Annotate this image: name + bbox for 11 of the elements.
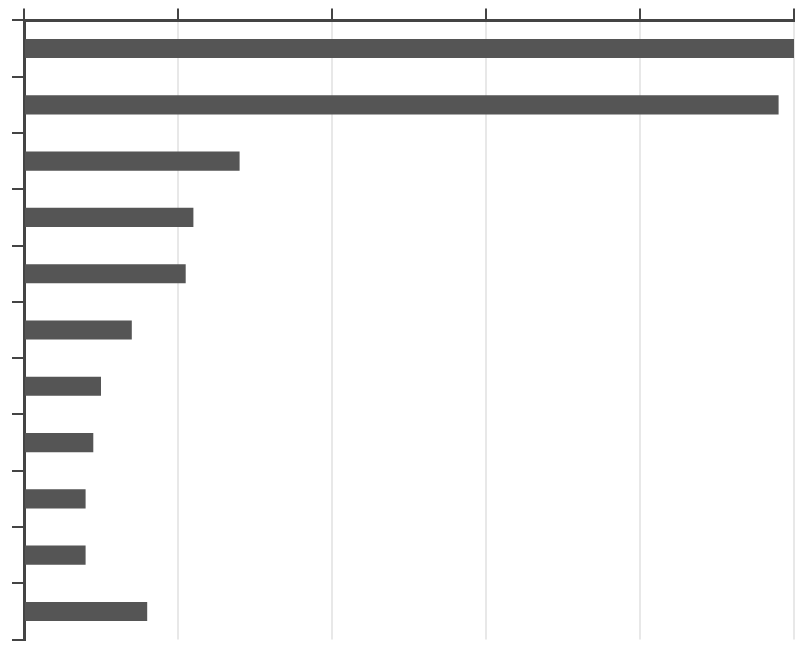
bar	[25, 545, 86, 565]
bar	[25, 207, 194, 227]
bar	[25, 151, 240, 171]
bar	[25, 601, 148, 622]
bar	[25, 433, 94, 453]
bar	[25, 320, 132, 340]
bar	[25, 489, 86, 509]
bar	[25, 376, 101, 396]
bar	[25, 38, 794, 59]
bar	[25, 95, 779, 115]
bar	[25, 264, 186, 284]
